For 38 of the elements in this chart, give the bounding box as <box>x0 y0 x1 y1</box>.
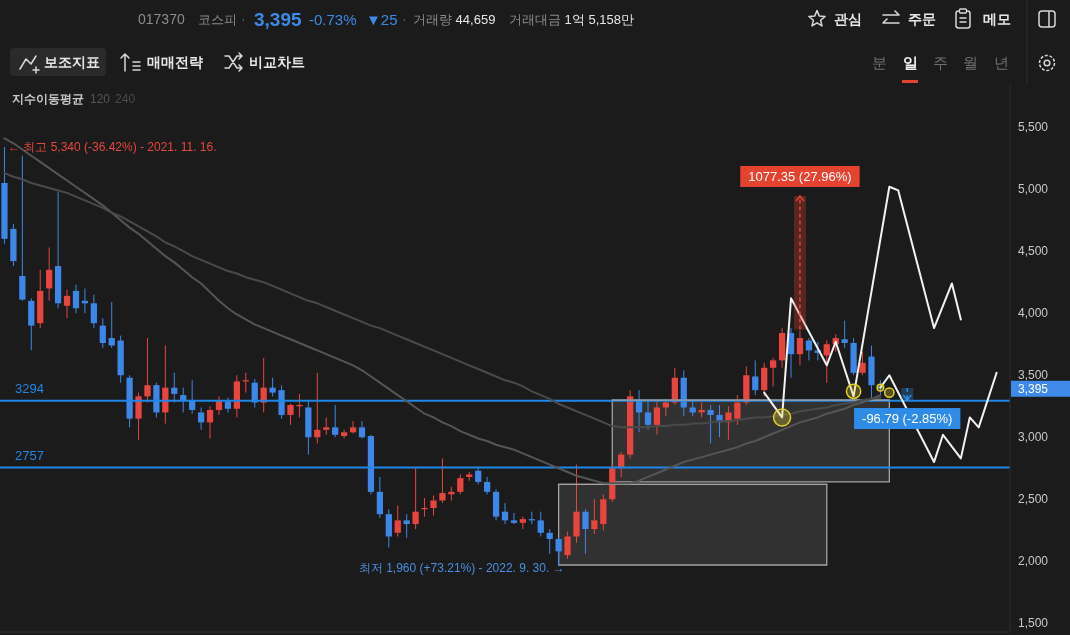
ref-line-label: 2757 <box>15 447 44 463</box>
data-label: -96.79 (-2.85%) <box>862 411 953 427</box>
text: 3,395 <box>254 8 302 30</box>
text: 월 <box>962 53 978 71</box>
text: 거래량 44,659 <box>413 11 496 27</box>
text: 120 <box>90 92 111 106</box>
text: 비교차트 <box>249 54 305 70</box>
text: 관심 <box>834 11 862 27</box>
y-tick-label: 4,500 <box>1018 244 1049 259</box>
text: 매매전략 <box>147 54 203 70</box>
text: 주 <box>932 53 948 71</box>
text: 3,395 <box>1018 381 1049 396</box>
text: ▼25 <box>366 10 398 28</box>
text: 보조지표 <box>44 54 100 70</box>
text: 017370 <box>138 11 185 27</box>
text: 일 <box>902 53 918 71</box>
text: · <box>241 11 246 27</box>
y-tick-label: 2,500 <box>1018 492 1049 507</box>
y-tick-label: 5,500 <box>1018 120 1049 135</box>
text: 주문 <box>908 11 936 27</box>
text: 코스피 <box>198 11 237 27</box>
text: 분 <box>871 53 887 71</box>
y-tick-label: 1,500 <box>1018 616 1049 631</box>
y-tick-label: 3,000 <box>1018 430 1049 445</box>
annotation: 최저 1,960 (+73.21%) - 2022. 9. 30. → <box>358 561 565 576</box>
data-label: 1077.35 (27.96%) <box>748 168 852 184</box>
text: 거래대금 1억 5,158만 <box>509 11 634 27</box>
text: -0.73% <box>309 10 357 28</box>
text: 메모 <box>983 11 1011 27</box>
y-tick-label: 3,500 <box>1018 368 1049 383</box>
text: 년 <box>993 53 1009 71</box>
legend-title: 지수이동평균 <box>12 92 84 106</box>
text: · <box>402 11 407 27</box>
annotation: ← 최고 5,340 (-36.42%) - 2021. 11. 16. <box>7 140 217 155</box>
y-tick-label: 5,000 <box>1018 182 1049 197</box>
y-tick-label: 2,000 <box>1018 554 1049 569</box>
ref-line-label: 3294 <box>15 381 44 397</box>
y-tick-label: 4,000 <box>1018 306 1049 321</box>
